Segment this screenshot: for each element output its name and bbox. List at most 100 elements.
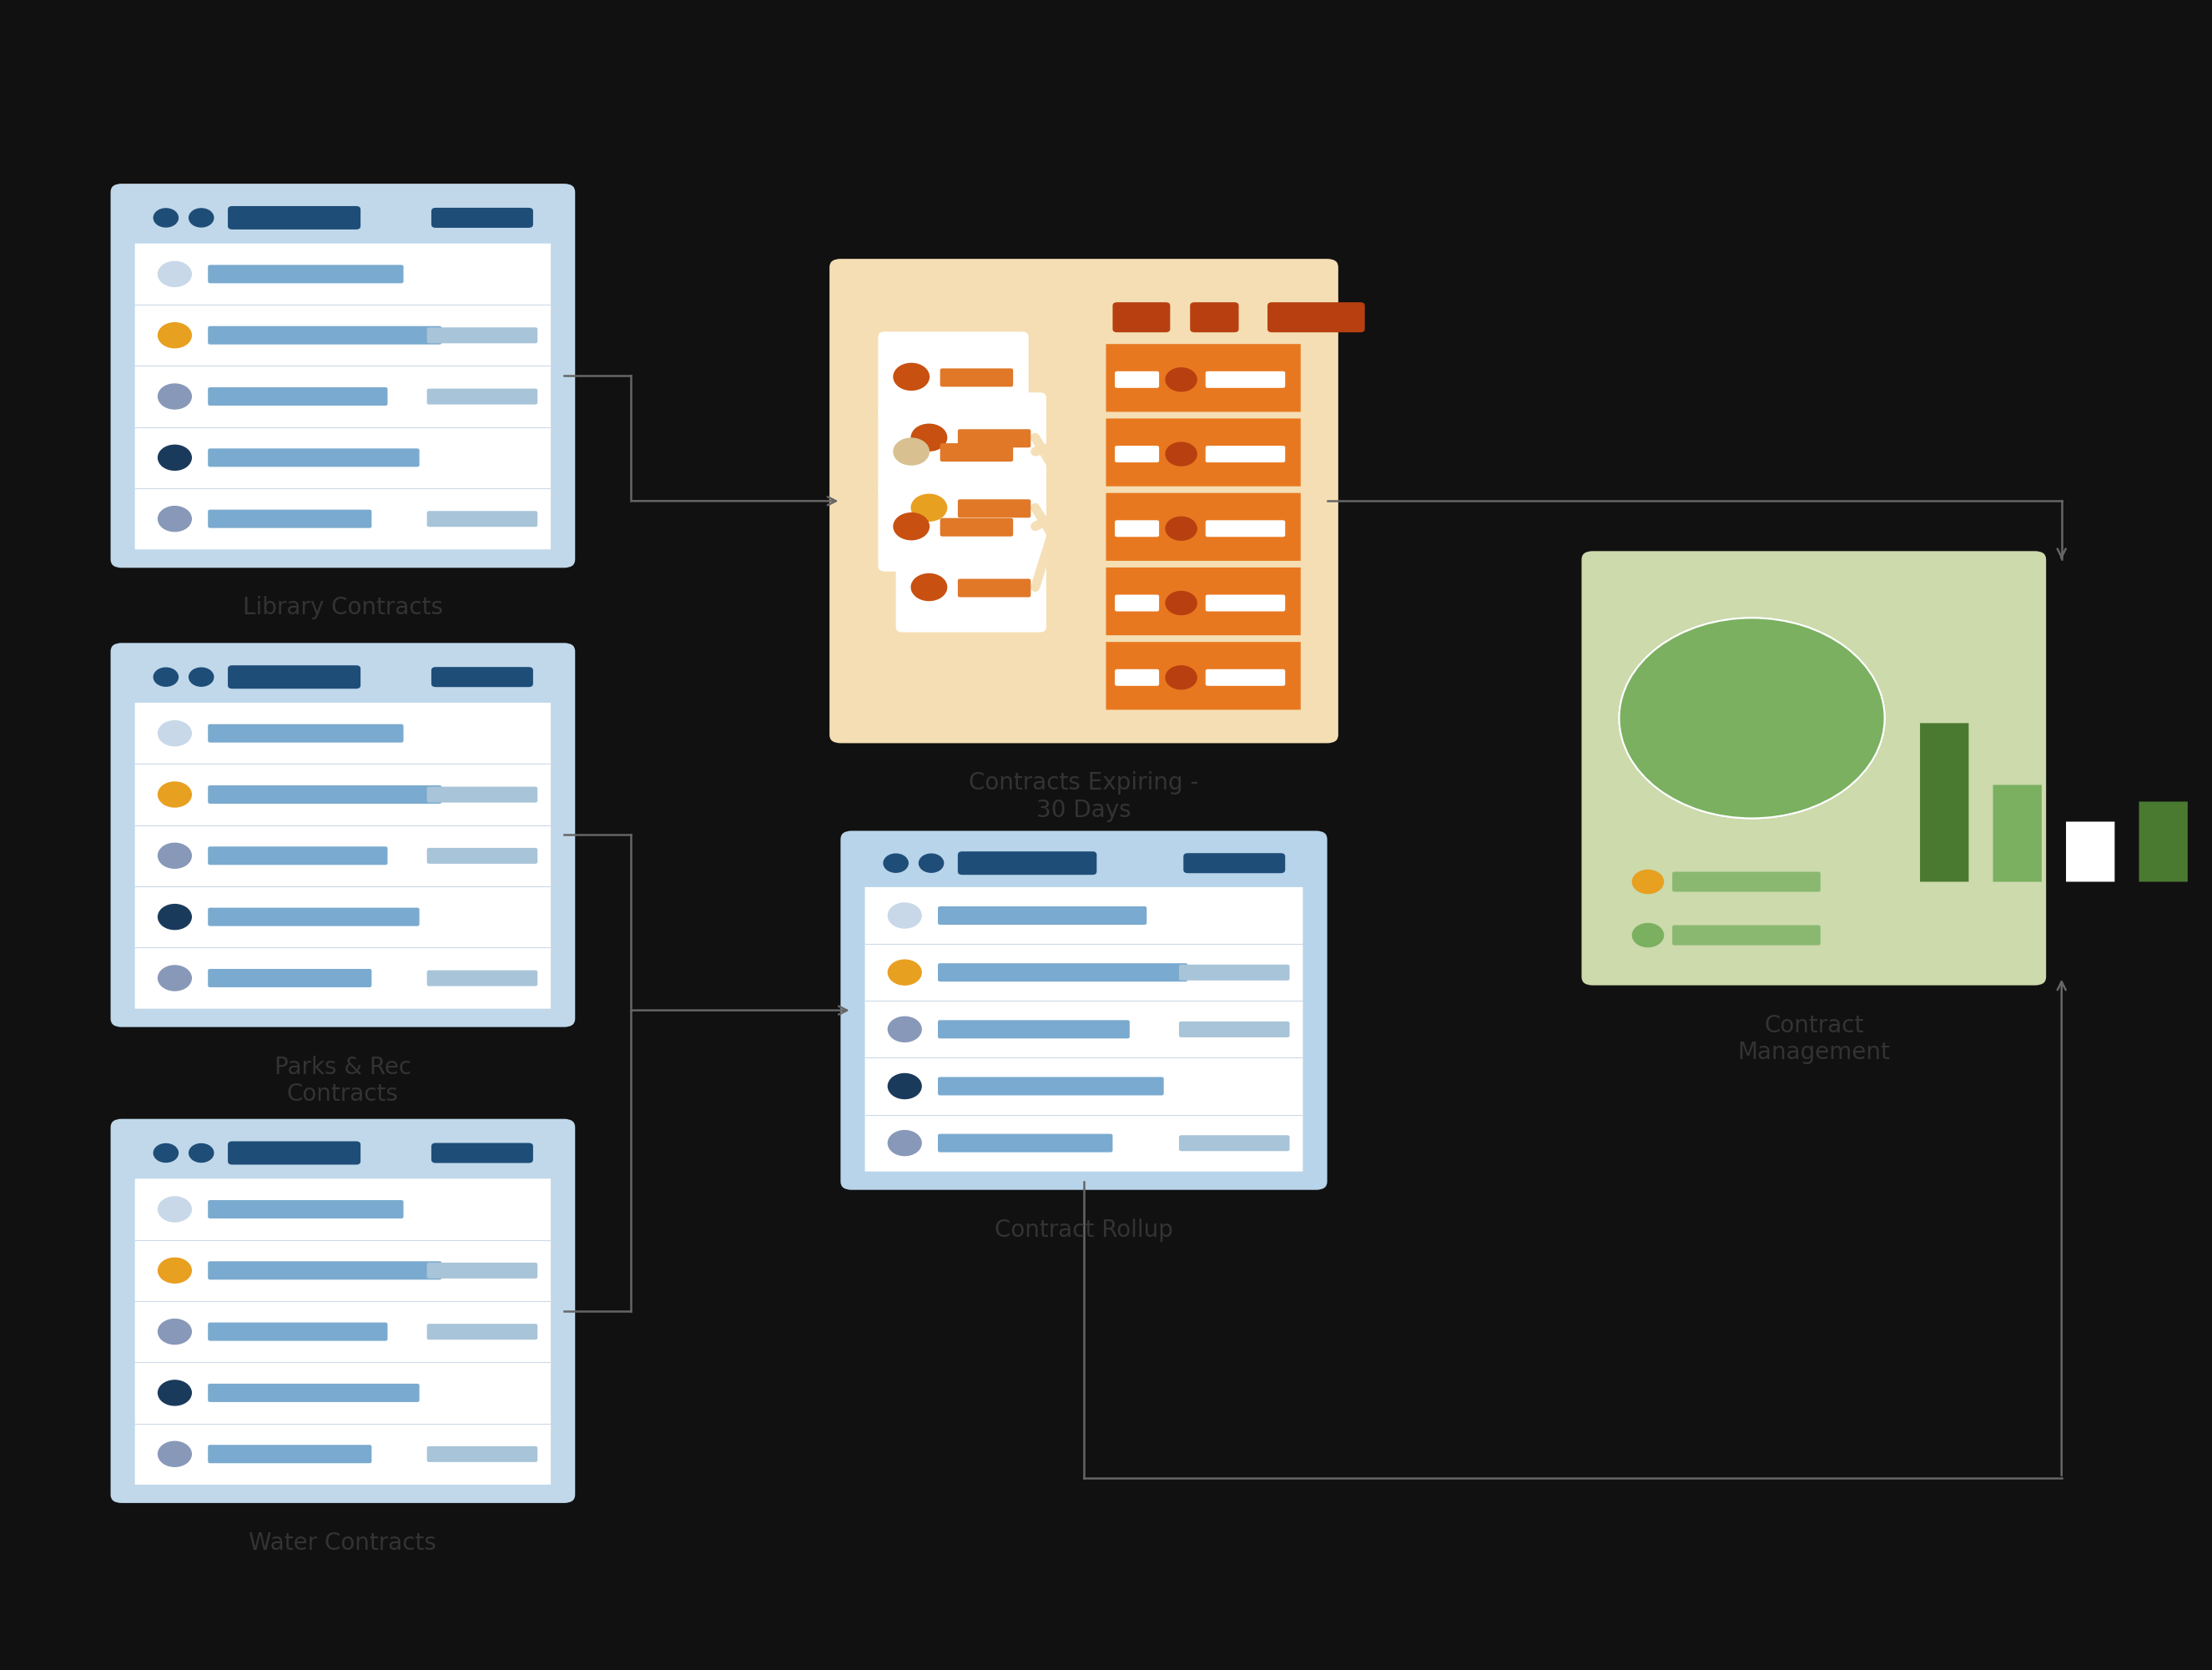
FancyBboxPatch shape [208,1261,442,1279]
Text: Contract
Management: Contract Management [1739,1014,1889,1064]
Circle shape [918,853,942,872]
FancyBboxPatch shape [208,1201,403,1219]
FancyBboxPatch shape [228,665,361,688]
FancyBboxPatch shape [852,838,1316,887]
FancyBboxPatch shape [1113,302,1170,332]
Circle shape [157,322,190,347]
FancyBboxPatch shape [1206,446,1285,463]
Text: Contracts Expiring -
30 Days: Contracts Expiring - 30 Days [969,772,1199,822]
Circle shape [894,364,929,391]
FancyBboxPatch shape [135,244,551,549]
FancyBboxPatch shape [1179,965,1290,980]
FancyBboxPatch shape [427,787,538,803]
FancyBboxPatch shape [111,643,575,1027]
FancyBboxPatch shape [1106,641,1301,710]
Circle shape [153,1144,177,1162]
Circle shape [1632,870,1663,893]
Circle shape [157,1441,190,1466]
Circle shape [188,668,212,686]
FancyBboxPatch shape [1190,302,1239,332]
Text: Contract Rollup: Contract Rollup [995,1219,1172,1241]
FancyBboxPatch shape [1106,568,1301,635]
Wedge shape [1666,718,1838,818]
FancyBboxPatch shape [122,192,564,244]
FancyBboxPatch shape [896,463,1046,553]
FancyBboxPatch shape [1206,670,1285,686]
Circle shape [1166,518,1197,541]
FancyBboxPatch shape [1672,872,1820,892]
Text: Parks & Rec
Contracts: Parks & Rec Contracts [274,1055,411,1106]
FancyBboxPatch shape [1106,344,1301,412]
Circle shape [153,668,177,686]
Circle shape [157,262,190,287]
FancyBboxPatch shape [135,1179,551,1485]
FancyBboxPatch shape [208,1323,387,1341]
FancyBboxPatch shape [208,847,387,865]
Circle shape [894,513,929,539]
FancyBboxPatch shape [1183,853,1285,873]
FancyBboxPatch shape [431,207,533,227]
Circle shape [188,1144,212,1162]
Text: Library Contracts: Library Contracts [243,596,442,620]
FancyBboxPatch shape [135,703,551,1009]
Circle shape [1632,924,1663,947]
Circle shape [889,903,920,929]
FancyBboxPatch shape [1106,419,1301,486]
FancyBboxPatch shape [1115,670,1159,686]
FancyBboxPatch shape [1582,551,2046,985]
FancyBboxPatch shape [841,830,1327,1189]
Circle shape [911,574,947,601]
FancyBboxPatch shape [208,785,442,803]
Circle shape [157,905,190,930]
Circle shape [157,1197,190,1222]
Circle shape [1166,443,1197,466]
Circle shape [894,438,929,464]
FancyBboxPatch shape [208,387,387,406]
Circle shape [157,843,190,868]
Circle shape [157,446,190,471]
Wedge shape [1619,618,1885,795]
Circle shape [157,1319,190,1344]
FancyBboxPatch shape [938,1077,1164,1096]
FancyBboxPatch shape [940,443,1013,461]
Circle shape [1166,591,1197,615]
FancyBboxPatch shape [427,327,538,344]
FancyBboxPatch shape [958,852,1097,875]
FancyBboxPatch shape [1115,595,1159,611]
Circle shape [889,1074,920,1099]
FancyBboxPatch shape [865,887,1303,1172]
FancyBboxPatch shape [1206,595,1285,611]
FancyBboxPatch shape [830,259,1338,743]
Text: Water Contracts: Water Contracts [250,1531,436,1555]
Circle shape [911,424,947,451]
FancyBboxPatch shape [1179,1136,1290,1151]
FancyBboxPatch shape [938,964,1188,982]
FancyBboxPatch shape [427,1263,538,1279]
FancyBboxPatch shape [896,543,1046,633]
FancyBboxPatch shape [1179,1022,1290,1037]
FancyBboxPatch shape [938,907,1146,925]
FancyBboxPatch shape [1206,519,1285,536]
FancyBboxPatch shape [111,1119,575,1503]
FancyBboxPatch shape [431,666,533,686]
Circle shape [889,960,920,985]
Circle shape [883,853,907,872]
Circle shape [157,1381,190,1406]
FancyBboxPatch shape [111,184,575,568]
FancyBboxPatch shape [208,969,372,987]
FancyBboxPatch shape [122,651,564,703]
Circle shape [153,209,177,227]
FancyBboxPatch shape [2066,822,2115,882]
Circle shape [157,506,190,531]
FancyBboxPatch shape [208,908,420,927]
Circle shape [188,209,212,227]
FancyBboxPatch shape [208,449,420,468]
FancyBboxPatch shape [431,1142,533,1162]
FancyBboxPatch shape [208,1384,420,1403]
FancyBboxPatch shape [958,579,1031,598]
FancyBboxPatch shape [878,481,1029,571]
FancyBboxPatch shape [208,266,403,284]
FancyBboxPatch shape [938,1020,1130,1039]
FancyBboxPatch shape [878,406,1029,496]
FancyBboxPatch shape [208,725,403,743]
